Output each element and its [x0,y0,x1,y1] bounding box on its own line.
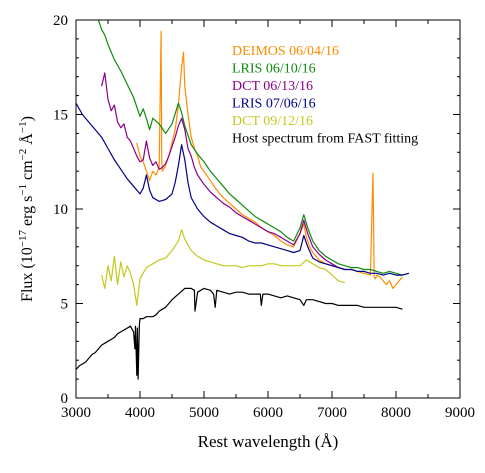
series-line-5 [101,229,345,306]
legend-entry-2: LRIS 06/10/16 [232,62,316,77]
legend-entry-6: Host spectrum from FAST fitting [232,132,418,147]
axes-layer: 3000 4000 5000 6000 7000 8000 9000 0 5 10 15 20 [53,13,475,421]
series-line-3 [101,72,345,271]
x-tick-label: 5000 [189,405,219,421]
x-axis-label: Rest wavelength (Å) [198,432,339,451]
y-axis-label: Flux (10−17 erg s−1 cm−2 Å−1) [17,116,36,302]
series-line-1 [136,30,403,289]
legend-entry-4: LRIS 07/06/16 [232,97,316,112]
y-tick-label: 10 [53,202,68,218]
plot-frame [75,19,461,399]
series-line-4 [76,102,409,276]
y-tick-label: 20 [53,13,68,29]
series-line-2 [97,20,409,276]
series-layer [76,20,409,380]
x-tick-label: 9000 [445,405,475,421]
legend: DEIMOS 06/04/16 LRIS 06/10/16 DCT 06/13/16… [232,44,418,147]
series-line-6 [76,287,403,380]
y-tick-label: 5 [61,297,69,313]
legend-entry-3: DCT 06/13/16 [232,79,313,94]
x-tick-label: 4000 [125,405,155,421]
x-tick-label: 6000 [253,405,283,421]
x-tick-label: 3000 [61,405,91,421]
x-tick-label: 8000 [381,405,411,421]
legend-entry-1: DEIMOS 06/04/16 [232,44,339,59]
y-tick-label: 15 [53,108,68,124]
y-tick-label: 0 [61,391,69,407]
x-tick-label: 7000 [317,405,347,421]
legend-entry-5: DCT 09/12/16 [232,114,313,129]
